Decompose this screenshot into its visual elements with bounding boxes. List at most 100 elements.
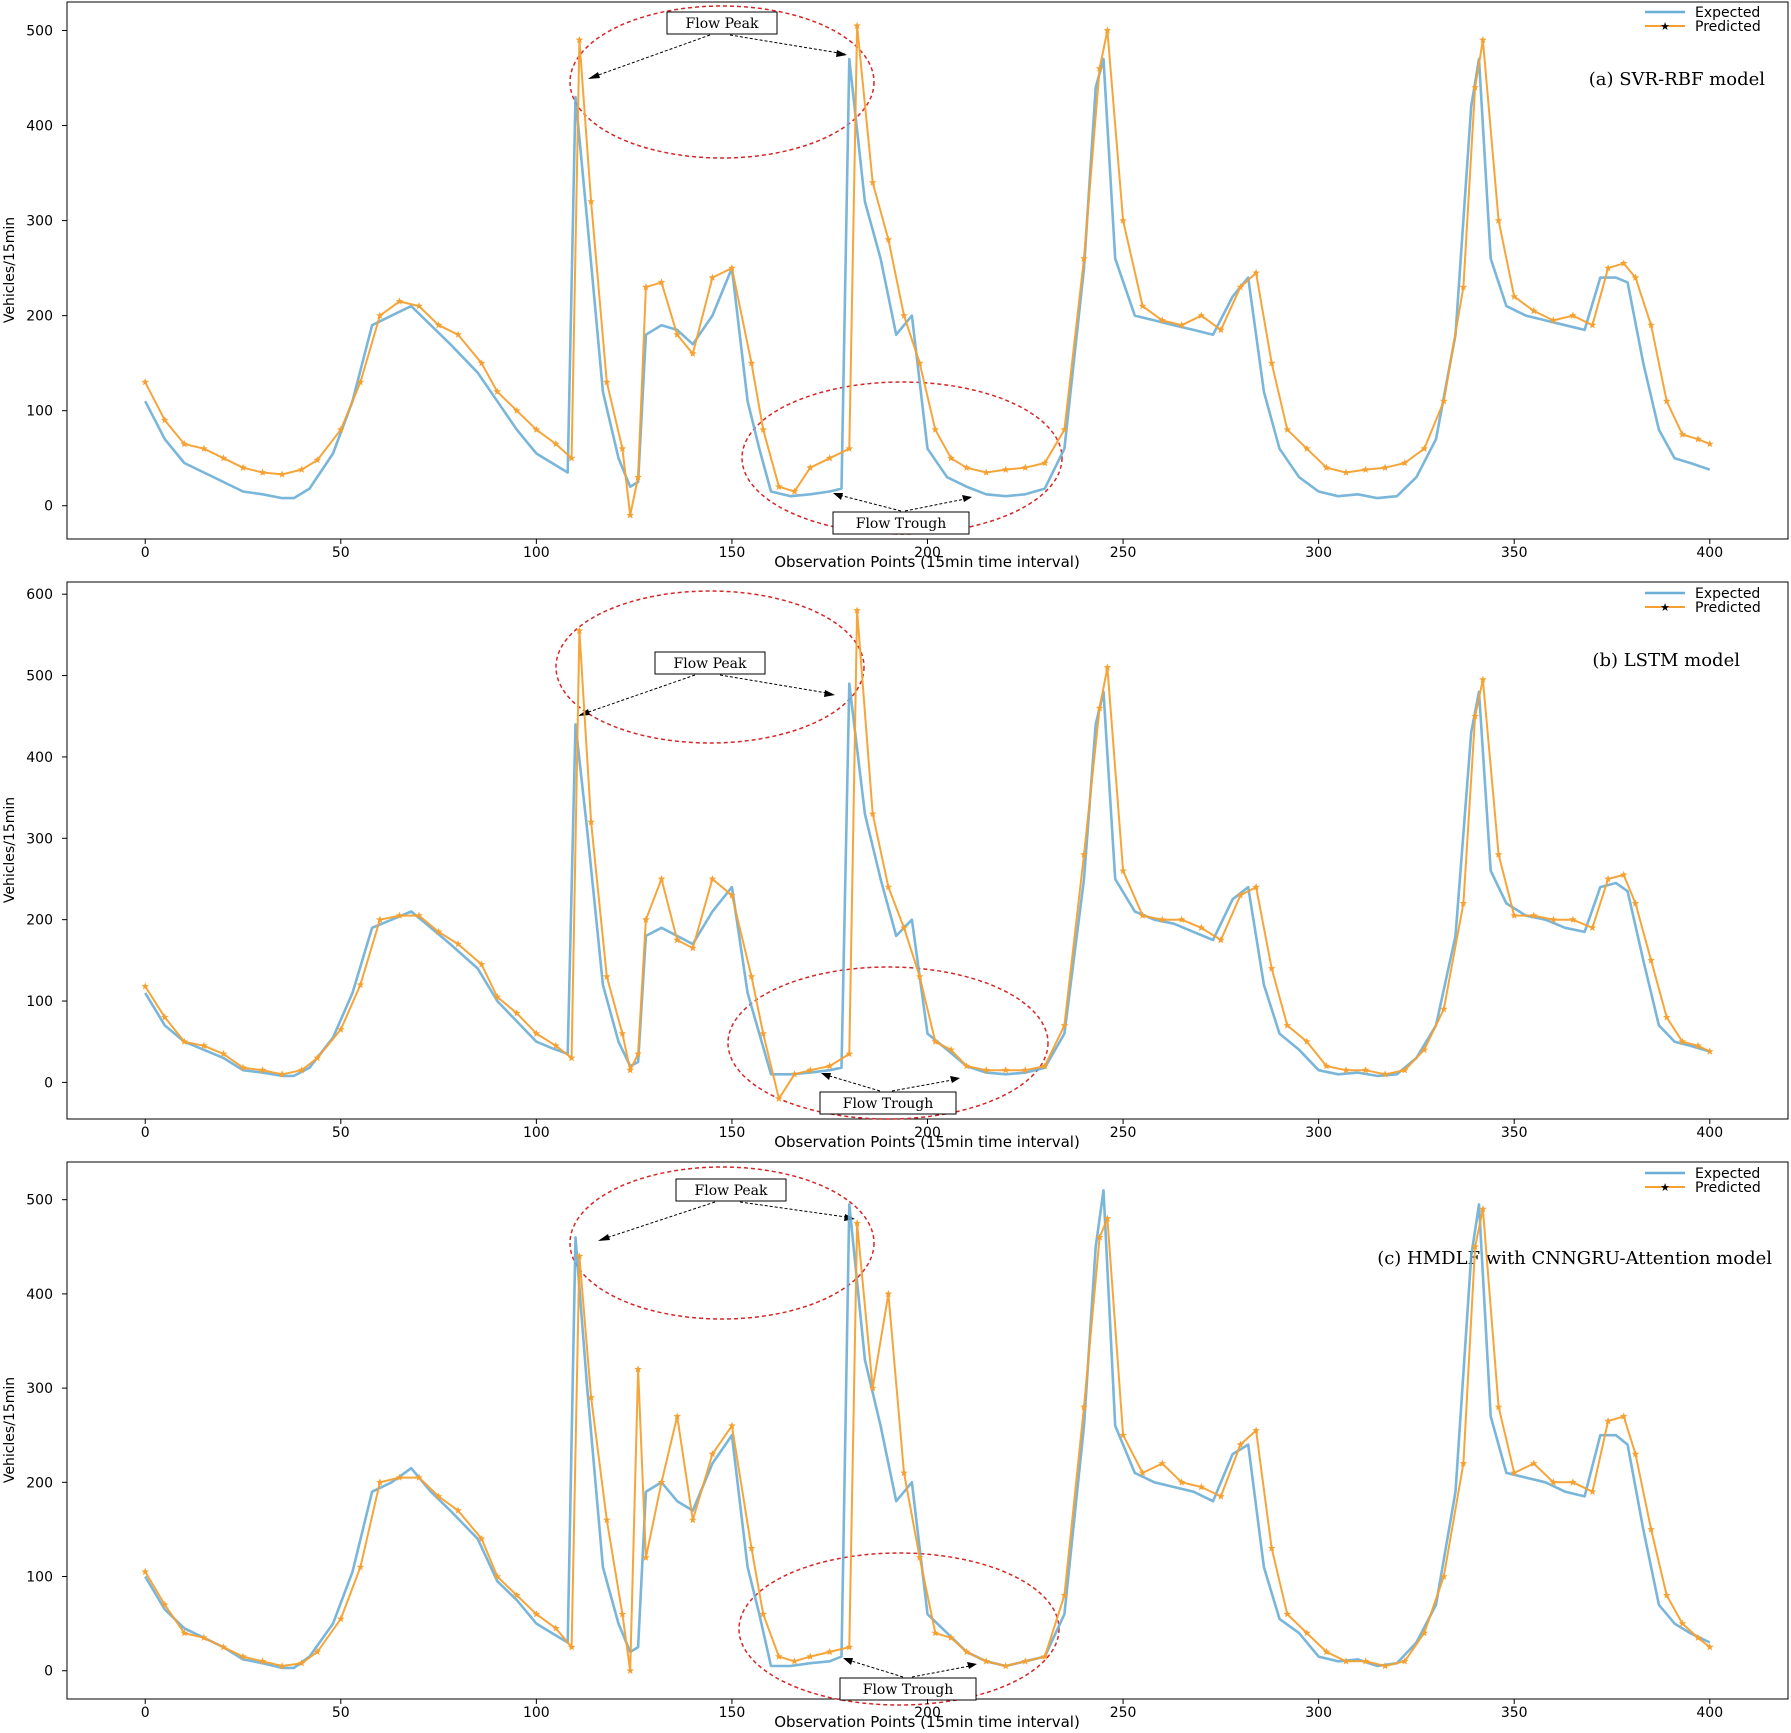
data-point-predicted — [759, 425, 767, 433]
x-axis-label: Observation Points (15min time interval) — [774, 1133, 1080, 1151]
peak-label-box — [666, 11, 778, 35]
data-point-predicted — [1303, 1629, 1311, 1637]
peak-ellipse — [569, 5, 875, 159]
data-point-predicted — [337, 425, 345, 433]
data-point-predicted — [337, 1614, 345, 1623]
panel-title: (c) HMDLF with CNNGRU-Attention model — [1377, 1248, 1772, 1269]
data-point-predicted — [376, 311, 384, 319]
data-point-predicted — [1706, 440, 1714, 448]
data-point-predicted — [1080, 850, 1088, 858]
series-line-expected — [144, 682, 1711, 1078]
data-point-predicted — [982, 468, 990, 476]
data-point-predicted — [1631, 899, 1640, 907]
data-point-predicted — [845, 1049, 854, 1058]
data-point-predicted — [1510, 292, 1518, 300]
legend-label-predicted: Predicted — [1695, 600, 1761, 616]
panel-svr-rbf: (a) SVR-RBF model Observation Points (15… — [2, 1, 1789, 571]
data-point-predicted — [1138, 911, 1147, 919]
data-point-predicted — [1103, 26, 1112, 34]
data-point-predicted — [1267, 1544, 1276, 1552]
trough-label: Flow Trough — [856, 516, 947, 532]
data-point-predicted — [689, 944, 697, 952]
data-point-predicted — [1138, 302, 1147, 310]
x-tick-label: 300 — [1305, 545, 1332, 561]
x-tick-label: 100 — [523, 545, 550, 561]
peak-label-box — [675, 1178, 787, 1202]
trough-label: Flow Trough — [863, 1682, 954, 1698]
data-point-predicted — [1041, 459, 1049, 467]
data-point-predicted — [532, 425, 541, 433]
legend: Expected ★ Predicted — [1645, 1166, 1761, 1196]
x-tick-label: 400 — [1696, 1705, 1723, 1721]
data-point-predicted — [642, 915, 650, 923]
data-point-predicted — [1236, 283, 1245, 291]
data-point-predicted — [239, 1063, 247, 1071]
x-tick-label: 150 — [719, 1705, 746, 1721]
data-point-predicted — [337, 1025, 345, 1033]
data-point-predicted — [1158, 915, 1166, 923]
data-point-predicted — [532, 1029, 541, 1037]
data-point-predicted — [141, 1567, 149, 1576]
data-point-predicted — [1471, 1242, 1479, 1250]
data-point-predicted — [915, 972, 924, 980]
data-point-predicted — [180, 1629, 189, 1637]
data-point-predicted — [900, 311, 908, 319]
data-point-predicted — [356, 378, 365, 386]
data-point-predicted — [825, 1647, 834, 1656]
x-tick-label: 200 — [914, 545, 941, 561]
data-point-predicted — [1479, 1205, 1487, 1213]
data-point-predicted — [1420, 444, 1428, 452]
data-point-predicted — [161, 1013, 169, 1021]
data-point-predicted — [258, 468, 267, 476]
data-point-predicted — [180, 440, 189, 448]
data-point-predicted — [1021, 1066, 1030, 1074]
peak-ellipse — [555, 590, 865, 744]
trough-ellipse — [741, 381, 1063, 535]
y-tick-label: 0 — [44, 1664, 53, 1680]
x-tick-label: 0 — [141, 1705, 150, 1721]
data-point-predicted — [1217, 1492, 1225, 1500]
data-point-predicted — [845, 1643, 854, 1651]
legend-label-predicted: Predicted — [1695, 1180, 1761, 1196]
data-point-predicted — [1678, 1619, 1687, 1627]
data-point-predicted — [931, 425, 940, 433]
panel-title: (b) LSTM model — [1592, 650, 1740, 671]
data-point-predicted — [1694, 435, 1702, 443]
data-point-predicted — [900, 923, 908, 931]
data-point-predicted — [728, 891, 736, 899]
plot-frame — [66, 1161, 1789, 1700]
data-point-predicted — [1549, 1478, 1558, 1486]
data-point-predicted — [219, 1643, 228, 1651]
data-point-predicted — [853, 1219, 861, 1227]
data-point-predicted — [1267, 359, 1276, 367]
data-point-predicted — [200, 1041, 208, 1049]
data-point-predicted — [1694, 1633, 1702, 1641]
data-point-predicted — [982, 1657, 990, 1665]
data-point-predicted — [1060, 425, 1069, 433]
data-point-predicted — [200, 444, 208, 452]
flow-peak-annotation: Flow Peak — [555, 590, 865, 744]
data-point-predicted — [806, 463, 814, 471]
data-point-predicted — [790, 1657, 799, 1665]
y-axis-label: Vehicles/15min — [2, 1377, 18, 1483]
data-point-predicted — [493, 993, 502, 1001]
data-point-predicted — [376, 915, 384, 923]
y-tick-label: 100 — [26, 994, 53, 1010]
data-point-predicted — [376, 1478, 384, 1486]
data-point-predicted — [1440, 1005, 1448, 1013]
data-point-predicted — [1177, 1478, 1186, 1486]
data-point-predicted — [1197, 311, 1206, 319]
data-point-predicted — [673, 936, 681, 944]
data-point-predicted — [1197, 923, 1206, 931]
data-point-predicted — [1095, 704, 1104, 712]
data-point-predicted — [1283, 1610, 1292, 1618]
data-point-predicted — [200, 1633, 208, 1641]
series-layer — [141, 21, 1714, 519]
data-point-predicted — [759, 1029, 767, 1037]
data-point-predicted — [1706, 1643, 1714, 1651]
x-tick-label: 50 — [332, 545, 350, 561]
data-point-predicted — [180, 1037, 189, 1045]
x-tick-label: 250 — [1110, 545, 1137, 561]
data-point-predicted — [1619, 259, 1628, 267]
data-point-predicted — [1080, 254, 1088, 262]
